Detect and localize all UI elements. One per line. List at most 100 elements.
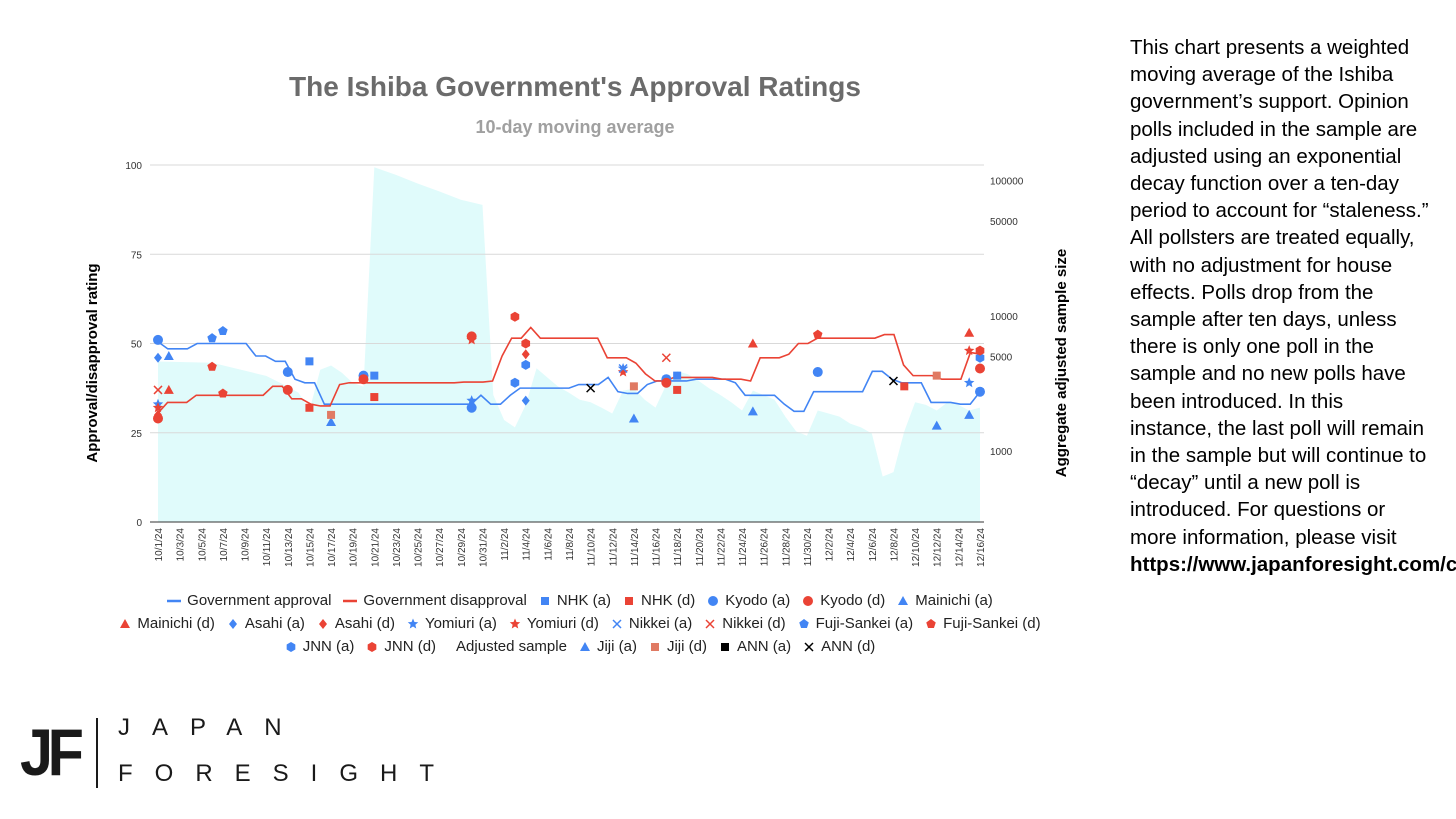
marker-fuji-sankei-a- xyxy=(218,326,228,336)
x-tick-label: 11/14/24 xyxy=(630,528,641,567)
legend-swatch xyxy=(407,618,419,628)
legend-swatch xyxy=(705,618,715,629)
legend-label: Yomiuri (d) xyxy=(526,615,599,632)
x-tick-label: 10/13/24 xyxy=(284,528,295,567)
legend-marker-swatch xyxy=(803,595,814,606)
x-tick-label: 11/28/24 xyxy=(781,528,792,567)
legend-label: Jiji (a) xyxy=(596,638,637,655)
legend-marker-swatch xyxy=(898,595,909,605)
legend-marker-swatch xyxy=(579,641,590,651)
marker-nikkei-a- xyxy=(618,363,628,374)
chart-title: The Ishiba Government's Approval Ratings xyxy=(289,71,861,102)
legend-swatch xyxy=(167,599,182,602)
marker-mainichi-a- xyxy=(163,350,174,360)
legend-item: Kyodo (a) xyxy=(707,592,790,609)
marker-mainichi-d- xyxy=(964,327,975,337)
legend-swatch xyxy=(509,618,521,628)
legend-label: Fuji-Sankei (d) xyxy=(943,615,1041,632)
y-tick-label: 50 xyxy=(131,340,143,351)
legend-item: Asahi (d) xyxy=(317,615,395,632)
x-tick-label: 12/4/24 xyxy=(846,528,857,562)
note-text: This chart presents a weighted moving av… xyxy=(1130,36,1429,549)
x-tick-label: 12/12/24 xyxy=(933,528,944,567)
marker-jiji-d- xyxy=(932,371,941,380)
legend-swatch xyxy=(579,641,590,651)
legend-item: ANN (d) xyxy=(803,638,875,655)
marker-kyodo-a- xyxy=(975,386,985,397)
marker-kyodo-a- xyxy=(282,367,293,378)
x-tick-label: 12/16/24 xyxy=(976,528,987,567)
marker-kyodo-d- xyxy=(282,384,293,395)
legend-item: Nikkei (d) xyxy=(704,615,786,632)
marker-jnn-a- xyxy=(521,359,531,370)
legend-item: Yomiuri (d) xyxy=(509,615,599,632)
legend-marker-swatch xyxy=(926,618,936,628)
x-tick-label: 11/24/24 xyxy=(738,528,749,567)
legend-label: Nikkei (a) xyxy=(628,615,693,632)
x-tick-label: 10/27/24 xyxy=(435,528,446,567)
y2-tick-label: 1000 xyxy=(990,447,1013,458)
legend-label: Asahi (d) xyxy=(334,615,395,632)
legend-swatch xyxy=(612,618,622,629)
legend-item: NHK (a) xyxy=(539,592,611,609)
legend-marker-swatch xyxy=(650,642,659,651)
y-tick-label: 75 xyxy=(131,250,143,261)
x-tick-label: 11/8/24 xyxy=(565,528,576,561)
legend-item: Government disapproval xyxy=(343,592,527,609)
legend-marker-swatch xyxy=(509,618,521,628)
marker-yomiuri-a- xyxy=(963,377,975,388)
legend-swatch xyxy=(804,641,814,652)
x-tick-label: 11/22/24 xyxy=(716,528,727,567)
y-axis-label: Approval/disapproval rating xyxy=(84,263,101,462)
x-tick-label: 10/17/24 xyxy=(327,528,338,567)
x-tick-label: 12/14/24 xyxy=(954,528,965,567)
legend-item: Jiji (d) xyxy=(649,638,707,655)
marker-mainichi-d- xyxy=(163,384,174,394)
legend-item: Government approval xyxy=(167,592,331,609)
legend-marker-swatch xyxy=(228,618,237,629)
marker-jnn-a- xyxy=(510,377,520,388)
x-tick-label: 12/2/24 xyxy=(825,528,836,562)
marker-jnn-a- xyxy=(975,352,985,363)
legend-marker-swatch xyxy=(407,618,419,628)
series-lines xyxy=(157,326,981,414)
legend-item: Mainichi (a) xyxy=(897,592,993,609)
legend-label: Adjusted sample xyxy=(456,638,567,655)
x-tick-label: 10/7/24 xyxy=(219,528,230,562)
x-tick-label: 12/10/24 xyxy=(911,528,922,567)
contact-link[interactable]: https://www.japanforesight.com/contact xyxy=(1130,552,1456,576)
marker-jiji-a- xyxy=(931,420,942,430)
legend-label: Mainichi (a) xyxy=(915,592,993,609)
legend-marker-swatch xyxy=(798,618,809,628)
x-tick-label: 11/6/24 xyxy=(543,528,554,561)
chart-subtitle: 10-day moving average xyxy=(475,117,674,137)
x-tick-label: 10/11/24 xyxy=(262,528,273,567)
legend-item: Nikkei (a) xyxy=(611,615,692,632)
marker-fuji-sankei-d- xyxy=(813,329,823,339)
legend-swatch xyxy=(720,642,729,651)
marker-fuji-sankei-d- xyxy=(218,388,228,398)
legend-label: Nikkei (d) xyxy=(722,615,786,632)
legend-swatch xyxy=(448,641,450,653)
axes: 0 25 50 75 100 1000 5000 10000 50000 100000 10/1/2… xyxy=(125,161,1023,567)
x-tick-label: 11/2/24 xyxy=(500,528,511,561)
marker-nhk-d- xyxy=(673,385,682,394)
legend-marker-swatch xyxy=(286,641,296,652)
legend-item: Jiji (a) xyxy=(579,638,637,655)
logo-divider xyxy=(96,718,98,788)
legend-row: JNN (a) JNN (d) Adjusted sample Jiji (a) Jij… xyxy=(60,635,1100,658)
legend-swatch xyxy=(540,596,549,605)
marker-jiji-a- xyxy=(747,406,758,416)
logo-mark: JF xyxy=(20,715,84,789)
marker-jnn-d- xyxy=(521,338,531,349)
legend-label: Fuji-Sankei (a) xyxy=(815,615,914,632)
x-tick-label: 10/3/24 xyxy=(176,528,187,562)
legend-item: Yomiuri (a) xyxy=(407,615,497,632)
y2-tick-label: 100000 xyxy=(990,176,1024,187)
marker-asahi-d- xyxy=(154,409,162,420)
legend-item: Fuji-Sankei (a) xyxy=(798,615,914,632)
legend-marker-swatch xyxy=(708,595,719,606)
legend-marker-swatch xyxy=(705,618,715,629)
x-tick-label: 10/23/24 xyxy=(392,528,403,567)
